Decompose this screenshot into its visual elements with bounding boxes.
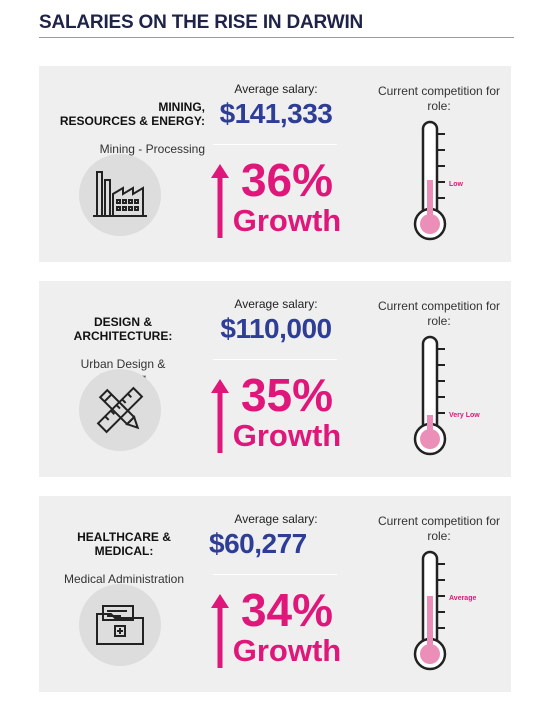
salary-label: Average salary: <box>234 512 318 526</box>
thermometer-icon <box>413 335 447 456</box>
growth-percent: 34% <box>240 584 334 636</box>
thermometer-fill <box>427 180 433 224</box>
salary-card-healthcare: HEALTHCARE & MEDICAL: Medical Administra… <box>39 496 511 692</box>
factory-icon <box>79 154 161 236</box>
up-arrow-icon <box>211 594 229 668</box>
pencil-ruler-icon <box>79 369 161 451</box>
competition-label: Current competition for role: <box>377 514 501 543</box>
sector-name: DESIGN & ARCHITECTURE: <box>73 315 173 343</box>
competition-level: Very Low <box>449 412 480 419</box>
growth-label: Growth <box>232 203 342 238</box>
growth-label: Growth <box>232 418 342 453</box>
sector-name: HEALTHCARE & MEDICAL: <box>77 530 171 558</box>
sector-subtitle: Mining - Processing <box>99 142 205 156</box>
salary-label: Average salary: <box>234 297 318 311</box>
thermometer-fill <box>427 415 433 439</box>
salary-card-mining: MINING, RESOURCES & ENERGY: Mining - Pro… <box>39 66 511 262</box>
competition-label: Current competition for role: <box>377 299 501 328</box>
competition-level: Low <box>449 181 463 188</box>
thermometer-fill <box>427 596 433 654</box>
sector-subtitle: Medical Administration <box>63 572 185 586</box>
section-divider <box>213 574 337 575</box>
salary-label: Average salary: <box>234 82 318 96</box>
growth-label: Growth <box>232 633 342 668</box>
salary-value: $141,333 <box>219 98 333 129</box>
thermometer-icon <box>413 550 447 671</box>
sector-name: MINING, RESOURCES & ENERGY: <box>59 100 205 128</box>
growth-percent: 36% <box>240 154 334 206</box>
page-title: SALARIES ON THE RISE IN DARWIN <box>39 12 364 33</box>
up-arrow-icon <box>211 379 229 453</box>
title-divider <box>39 37 514 38</box>
thermometer-icon <box>413 120 447 241</box>
competition-label: Current competition for role: <box>377 84 501 113</box>
salary-value: $110,000 <box>220 313 332 344</box>
sector-heading: HEALTHCARE & MEDICAL: Medical Administra… <box>45 516 203 600</box>
medical-folder-icon <box>79 584 161 666</box>
sector-heading: MINING, RESOURCES & ENERGY: Mining - Pro… <box>55 86 205 170</box>
section-divider <box>213 359 337 360</box>
up-arrow-icon <box>211 164 229 238</box>
salary-value: $60,277 <box>209 528 307 559</box>
growth-percent: 35% <box>240 369 334 421</box>
salary-card-design: DESIGN & ARCHITECTURE: Urban Design & Pl… <box>39 281 511 477</box>
section-divider <box>213 144 337 145</box>
competition-level: Average <box>449 595 477 602</box>
